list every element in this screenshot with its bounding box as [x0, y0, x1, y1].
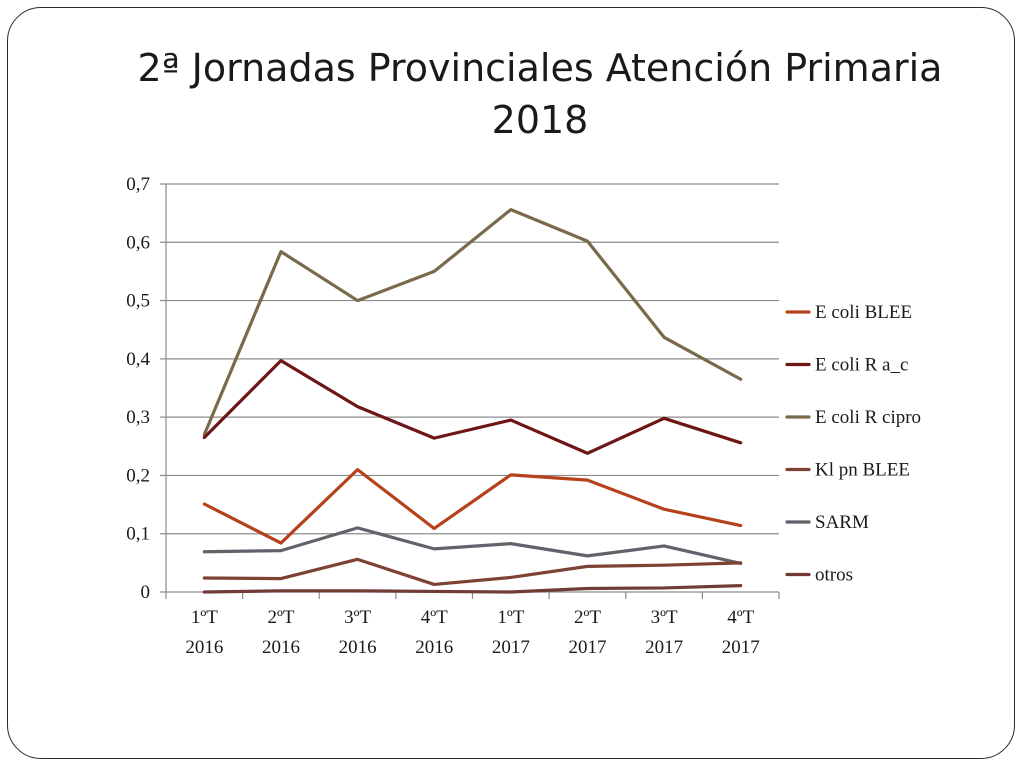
y-tick-label: 0,7 — [126, 174, 150, 195]
x-tick-label: 3ºT 2016 — [339, 607, 377, 658]
y-tick-label: 0 — [141, 582, 151, 603]
y-tick-labels: 0 0,1 0,2 0,3 0,4 0,5 0,6 0,7 — [126, 174, 150, 603]
x-tick-label: 4ºT 2016 — [415, 607, 453, 658]
grid-lines — [166, 183, 779, 535]
series-line — [202, 557, 743, 587]
x-tick-label: 1ºT 2016 — [185, 607, 223, 658]
slide-frame — [7, 7, 1015, 759]
series-line — [202, 208, 743, 437]
legend-label: SARM — [815, 512, 869, 533]
legend-label: E coli R a_c — [815, 355, 908, 376]
y-tick-label: 0,5 — [126, 291, 150, 312]
y-tick-label: 0,2 — [126, 465, 150, 486]
legend-label: E coli BLEE — [815, 302, 912, 323]
x-tick-label: 2ºT 2017 — [568, 607, 606, 658]
y-tick-label: 0,6 — [126, 232, 150, 253]
page-title: 2ª Jornadas Provinciales Atención Primar… — [60, 42, 1020, 146]
x-tick-label: 3ºT 2017 — [645, 607, 683, 658]
x-tick-label: 4ºT 2017 — [722, 607, 760, 658]
legend-label: Kl pn BLEE — [815, 460, 910, 481]
legend: E coli BLEE E coli R a_c E coli R cipro Kl … — [785, 302, 921, 586]
series-line — [202, 468, 743, 545]
x-tick-label: 1ºT 2017 — [492, 607, 530, 658]
series-line — [202, 583, 743, 594]
title-line-2: 2018 — [491, 98, 589, 142]
y-tick-label: 0,4 — [126, 349, 150, 370]
axes — [160, 183, 780, 599]
x-tick-labels: 1ºT 2016 2ºT 2016 3ºT 2016 4ºT 2016 1ºT 2017 2ºT 20… — [185, 607, 759, 658]
y-tick-label: 0,3 — [126, 407, 150, 428]
series-line — [202, 526, 743, 566]
series-lines — [202, 208, 743, 594]
series-line — [202, 359, 743, 455]
legend-label: E coli R cipro — [815, 407, 921, 428]
x-tick-label: 2ºT 2016 — [262, 607, 300, 658]
title-line-1: 2ª Jornadas Provinciales Atención Primar… — [137, 46, 943, 90]
legend-label: otros — [815, 565, 853, 586]
y-tick-label: 0,1 — [126, 524, 150, 545]
